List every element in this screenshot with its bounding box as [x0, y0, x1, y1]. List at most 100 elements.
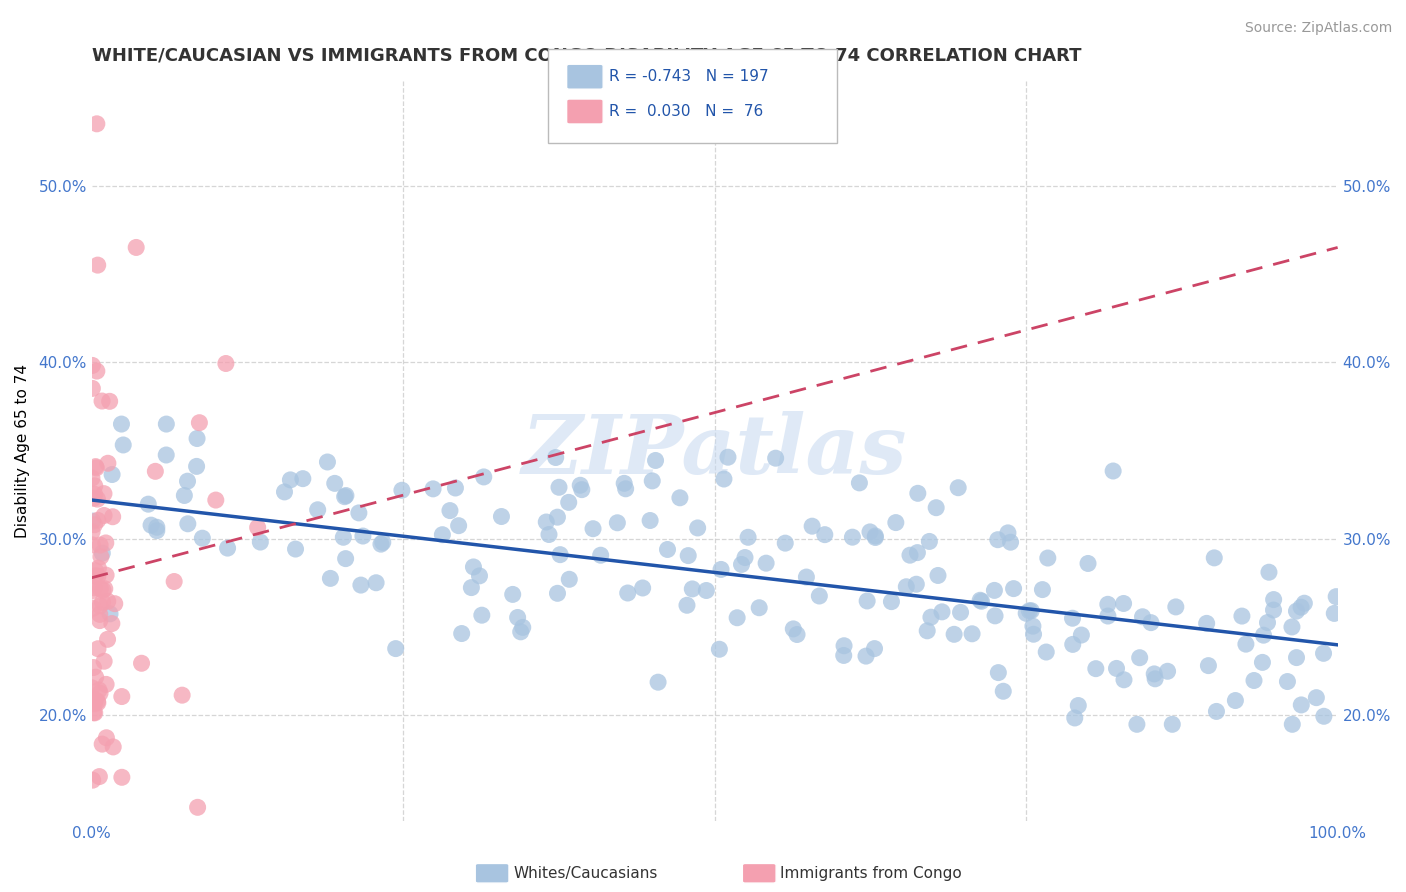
Point — [1062, 611, 1084, 625]
Point — [1253, 628, 1275, 642]
Point — [1062, 637, 1084, 651]
Point — [125, 240, 148, 254]
Point — [1126, 717, 1149, 731]
Point — [536, 515, 558, 529]
Point — [1291, 698, 1313, 712]
Point — [1225, 693, 1247, 707]
Point — [1263, 603, 1285, 617]
Point — [323, 476, 346, 491]
Point — [1205, 705, 1227, 719]
Point — [86, 258, 108, 272]
Point — [83, 697, 105, 711]
Point — [83, 706, 105, 720]
Point — [786, 627, 808, 641]
Point — [93, 654, 115, 668]
Point — [139, 518, 162, 533]
Point — [177, 516, 200, 531]
Point — [371, 535, 394, 549]
Point — [90, 549, 112, 564]
Point — [83, 581, 105, 595]
Point — [1256, 615, 1278, 630]
Point — [713, 472, 735, 486]
Point — [865, 529, 887, 543]
Point — [1230, 609, 1253, 624]
Point — [773, 536, 796, 550]
Point — [1112, 597, 1135, 611]
Point — [422, 482, 444, 496]
Point — [1067, 698, 1090, 713]
Point — [94, 582, 117, 596]
Point — [101, 467, 124, 482]
Point — [80, 681, 103, 695]
Point — [87, 683, 110, 698]
Y-axis label: Disability Age 65 to 74: Disability Age 65 to 74 — [15, 364, 30, 538]
Point — [86, 364, 108, 378]
Point — [814, 527, 837, 541]
Point — [1312, 646, 1334, 660]
Point — [1197, 658, 1219, 673]
Point — [215, 357, 238, 371]
Point — [111, 690, 134, 704]
Point — [204, 493, 226, 508]
Text: Source: ZipAtlas.com: Source: ZipAtlas.com — [1244, 21, 1392, 35]
Point — [468, 569, 491, 583]
Point — [98, 394, 121, 409]
Point — [447, 518, 470, 533]
Point — [491, 509, 513, 524]
Point — [907, 486, 929, 500]
Point — [370, 537, 392, 551]
Point — [83, 692, 105, 706]
Point — [319, 571, 342, 585]
Point — [710, 562, 733, 576]
Point — [1070, 628, 1092, 642]
Point — [87, 561, 110, 575]
Point — [856, 594, 879, 608]
Point — [1143, 667, 1166, 681]
Point — [1077, 557, 1099, 571]
Point — [82, 538, 104, 552]
Point — [1102, 464, 1125, 478]
Point — [104, 597, 127, 611]
Point — [1294, 596, 1316, 610]
Point — [273, 484, 295, 499]
Point — [987, 533, 1010, 547]
Point — [641, 474, 664, 488]
Point — [884, 516, 907, 530]
Point — [143, 464, 166, 478]
Point — [993, 684, 1015, 698]
Point — [86, 492, 108, 507]
Text: ZIPatlas: ZIPatlas — [522, 410, 907, 491]
Point — [84, 693, 107, 707]
Point — [1000, 535, 1022, 549]
Point — [915, 624, 938, 638]
Point — [163, 574, 186, 589]
Point — [1258, 566, 1281, 580]
Point — [97, 594, 120, 608]
Point — [84, 459, 107, 474]
Point — [89, 582, 111, 596]
Point — [614, 482, 637, 496]
Point — [1164, 599, 1187, 614]
Point — [280, 473, 302, 487]
Point — [943, 627, 966, 641]
Point — [80, 524, 103, 539]
Text: WHITE/CAUCASIAN VS IMMIGRANTS FROM CONGO DISABILITY AGE 65 TO 74 CORRELATION CHA: WHITE/CAUCASIAN VS IMMIGRANTS FROM CONGO… — [91, 46, 1081, 64]
Point — [1015, 607, 1038, 621]
Point — [191, 531, 214, 545]
Point — [1132, 609, 1154, 624]
Point — [91, 394, 114, 409]
Point — [84, 670, 107, 684]
Point — [737, 530, 759, 544]
Point — [89, 686, 111, 700]
Point — [681, 582, 703, 596]
Point — [832, 639, 855, 653]
Point — [217, 541, 239, 555]
Point — [1035, 645, 1057, 659]
Point — [96, 731, 118, 745]
Point — [89, 599, 111, 613]
Point — [796, 570, 818, 584]
Point — [83, 706, 105, 720]
Point — [87, 569, 110, 583]
Point — [1323, 607, 1346, 621]
Point — [93, 508, 115, 523]
